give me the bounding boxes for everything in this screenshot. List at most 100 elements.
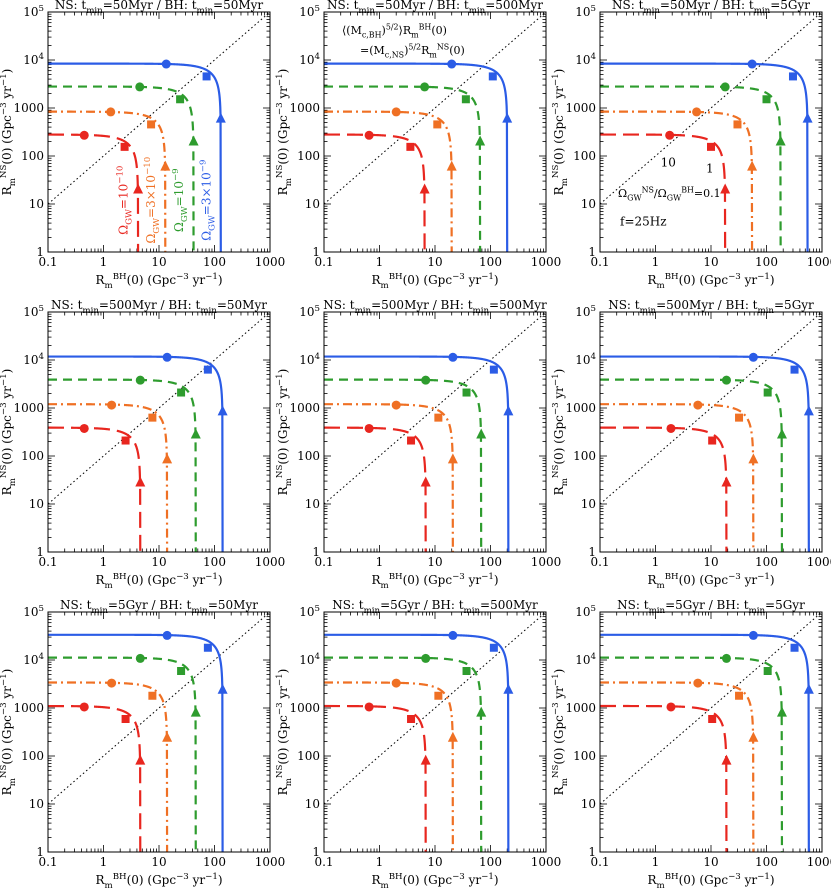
y-tick-label: 104 [575, 52, 596, 67]
y-axis-label: RmNS(0) (Gpc−3 yr−1) [551, 669, 570, 796]
y-tick-label: 100 [573, 449, 596, 463]
circle-marker [421, 653, 431, 663]
curve-series-2 [324, 403, 454, 552]
equality-line [600, 12, 822, 205]
x-axis-label: RmBH(0) (Gpc−3 yr−1) [95, 572, 222, 591]
y-tick-label: 1000 [13, 101, 44, 115]
axis-ticks [599, 11, 823, 253]
triangle-marker [748, 731, 759, 742]
y-axis-label: RmNS(0) (Gpc−3 yr−1) [551, 69, 570, 196]
equality-line [48, 12, 270, 205]
plot-frame [323, 11, 547, 253]
square-marker [461, 95, 470, 104]
y-axis-label-group: RmNS(0) (Gpc−3 yr−1) [551, 669, 570, 796]
square-marker [121, 436, 130, 445]
equality-line [324, 12, 546, 205]
plot-frame [323, 311, 547, 553]
circle-marker [106, 107, 116, 117]
panel-title: NS: tmin=500Myr / BH: tmin=500Myr [323, 298, 547, 316]
x-tick-label: 10 [703, 255, 718, 269]
x-tick-label: 10 [427, 255, 442, 269]
axis-ticks [47, 11, 271, 253]
x-tick-label: 10 [151, 255, 166, 269]
y-tick-label: 1 [312, 845, 320, 859]
triangle-marker [776, 706, 787, 717]
square-marker [407, 436, 416, 445]
y-tick-label: 100 [21, 449, 44, 463]
x-tick-label: 1000 [807, 555, 831, 569]
panel-title: NS: tmin=500Myr / BH: tmin=50Myr [51, 298, 267, 316]
curve-series-4 [48, 633, 224, 852]
panel-title: NS: tmin=50Myr / BH: tmin=50Myr [55, 0, 264, 16]
y-tick-label: 105 [575, 4, 596, 19]
curve-series-4 [324, 62, 509, 252]
circle-marker [665, 130, 675, 140]
x-tick-label: 1000 [531, 855, 562, 869]
equality-annotation-line1: ⟨(Mc,BH)5/2⟩RmBH(0) [342, 22, 447, 39]
circle-marker [721, 653, 731, 663]
square-marker [763, 388, 772, 397]
x-tick-label: 0.1 [314, 555, 333, 569]
curve-series-3 [600, 656, 784, 852]
panel-title: NS: tmin=5Gyr / BH: tmin=500Myr [332, 598, 538, 616]
x-tick-label: 0.1 [590, 555, 609, 569]
triangle-marker [775, 135, 786, 146]
y-tick-label: 1 [36, 845, 44, 859]
curve-series-3 [48, 85, 195, 252]
x-tick-label: 100 [479, 255, 502, 269]
x-tick-label: 1000 [807, 255, 831, 269]
y-tick-label: 100 [297, 749, 320, 763]
triangle-marker [217, 405, 228, 416]
circle-marker [748, 352, 758, 362]
plot-frame [599, 11, 823, 253]
square-marker [462, 388, 471, 397]
curve-series-2 [600, 403, 755, 552]
x-tick-label: 1 [652, 855, 660, 869]
square-marker [707, 142, 715, 151]
x-tick-label: 10 [427, 555, 442, 569]
y-tick-label: 1 [36, 245, 44, 259]
circle-marker [447, 59, 457, 69]
panel-title: NS: tmin=500Myr / BH: tmin=5Gyr [608, 298, 814, 316]
y-tick-label: 1 [588, 545, 596, 559]
y-tick-label: 104 [23, 52, 44, 67]
axis-ticks [599, 311, 823, 553]
x-axis-label: RmBH(0) (Gpc−3 yr−1) [371, 572, 498, 591]
triangle-marker [447, 453, 458, 464]
circle-marker [693, 400, 703, 410]
triangle-marker [215, 112, 226, 123]
triangle-marker [420, 476, 431, 487]
y-tick-label: 1000 [565, 401, 596, 415]
x-axis-label: RmBH(0) (Gpc−3 yr−1) [95, 272, 222, 291]
y-tick-label: 10 [581, 497, 596, 511]
y-tick-label: 104 [299, 52, 320, 67]
curve-series-4 [48, 355, 224, 552]
x-tick-label: 1 [652, 255, 660, 269]
y-tick-label: 104 [23, 652, 44, 667]
panel-title: NS: tmin=50Myr / BH: tmin=500Myr [327, 0, 543, 16]
axis-ticks [323, 611, 547, 853]
x-tick-label: 100 [479, 855, 502, 869]
y-tick-label: 104 [575, 652, 596, 667]
axis-ticks [323, 11, 547, 253]
square-marker [708, 714, 717, 723]
x-tick-label: 100 [755, 555, 778, 569]
x-tick-label: 0.1 [590, 855, 609, 869]
curve-series-3 [324, 85, 482, 252]
equality-line [324, 612, 546, 805]
y-axis-label-group: RmNS(0) (Gpc−3 yr−1) [275, 369, 294, 496]
triangle-marker [747, 160, 758, 171]
triangle-marker [162, 453, 173, 464]
y-tick-label: 1 [588, 845, 596, 859]
x-tick-label: 1000 [255, 855, 286, 869]
x-tick-label: 0.1 [38, 555, 57, 569]
circle-marker [720, 82, 730, 92]
circle-marker [135, 375, 145, 385]
triangle-marker [721, 754, 732, 765]
